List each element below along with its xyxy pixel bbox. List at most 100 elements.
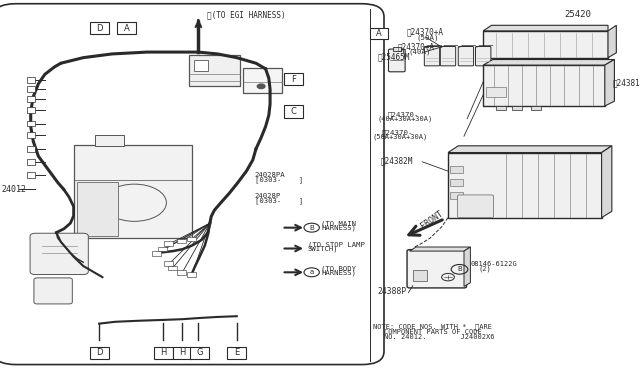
Text: (40A): (40A) <box>408 49 431 55</box>
Circle shape <box>257 84 265 89</box>
Bar <box>448 153 602 218</box>
Bar <box>483 31 608 58</box>
Text: HARNESS): HARNESS) <box>321 225 356 231</box>
Bar <box>158 247 167 251</box>
Bar <box>177 270 186 275</box>
FancyBboxPatch shape <box>458 46 474 66</box>
Text: (TO STOP LAMP: (TO STOP LAMP <box>308 241 365 248</box>
Text: F: F <box>291 75 296 84</box>
Text: ※24382M: ※24382M <box>380 156 413 165</box>
Bar <box>164 241 173 246</box>
Text: 25420: 25420 <box>564 10 591 19</box>
Bar <box>393 47 401 51</box>
Text: (40A+30A+30A): (40A+30A+30A) <box>378 116 433 122</box>
Text: 24028P: 24028P <box>255 193 281 199</box>
Text: NOTE: CODE NOS. WITH *  ※ARE: NOTE: CODE NOS. WITH * ※ARE <box>373 323 492 330</box>
Bar <box>243 68 282 93</box>
FancyBboxPatch shape <box>173 347 192 359</box>
FancyBboxPatch shape <box>34 278 72 304</box>
Text: C: C <box>290 107 296 116</box>
Text: (TO BODY: (TO BODY <box>321 265 356 272</box>
Bar <box>496 106 506 110</box>
FancyBboxPatch shape <box>476 46 491 66</box>
Bar <box>77 182 118 236</box>
Bar <box>27 159 35 165</box>
FancyBboxPatch shape <box>117 22 136 34</box>
Bar <box>168 266 177 270</box>
FancyBboxPatch shape <box>284 73 303 85</box>
Polygon shape <box>483 60 614 65</box>
FancyBboxPatch shape <box>227 347 246 359</box>
Text: FRONT: FRONT <box>419 209 445 231</box>
FancyBboxPatch shape <box>90 22 109 34</box>
Polygon shape <box>608 25 616 58</box>
Bar <box>483 65 605 106</box>
Bar <box>450 179 463 186</box>
Bar <box>512 106 522 110</box>
Bar <box>450 192 463 199</box>
Bar <box>189 55 240 86</box>
Bar <box>187 237 196 241</box>
Text: (50A+30A+30A): (50A+30A+30A) <box>372 134 428 140</box>
Bar <box>27 96 35 102</box>
Text: H: H <box>160 348 166 357</box>
Bar <box>74 145 192 238</box>
FancyBboxPatch shape <box>440 46 456 66</box>
FancyBboxPatch shape <box>407 250 467 288</box>
Text: ※24370+A: ※24370+A <box>406 27 444 36</box>
Text: H: H <box>179 348 186 357</box>
Bar <box>413 270 427 281</box>
FancyBboxPatch shape <box>424 46 440 66</box>
Bar <box>152 251 161 256</box>
Text: COMPONENT PARTS OF CODE: COMPONENT PARTS OF CODE <box>384 329 482 335</box>
Text: ※24381: ※24381 <box>613 78 640 87</box>
FancyBboxPatch shape <box>388 49 405 72</box>
Text: ※25465M: ※25465M <box>378 52 410 61</box>
Polygon shape <box>605 60 614 106</box>
Text: Ⓒ(TO EGI HARNESS): Ⓒ(TO EGI HARNESS) <box>207 10 285 19</box>
Text: HARNESS): HARNESS) <box>321 270 356 276</box>
Bar <box>177 239 186 243</box>
Bar <box>27 146 35 152</box>
Text: G: G <box>196 348 203 357</box>
Text: ※24370+A: ※24370+A <box>398 42 435 51</box>
Bar <box>450 166 463 173</box>
Polygon shape <box>410 247 470 251</box>
Bar <box>531 106 541 110</box>
FancyBboxPatch shape <box>284 105 303 118</box>
FancyBboxPatch shape <box>458 195 493 218</box>
Text: B: B <box>309 225 314 231</box>
Bar <box>27 121 35 126</box>
FancyBboxPatch shape <box>190 347 209 359</box>
Text: B: B <box>457 266 462 272</box>
FancyBboxPatch shape <box>154 347 173 359</box>
Text: NO. 24012.        J24002X6: NO. 24012. J24002X6 <box>384 334 495 340</box>
Bar <box>27 107 35 113</box>
Text: [0303-    ]: [0303- ] <box>255 198 303 205</box>
Polygon shape <box>464 247 470 286</box>
Text: 24388P: 24388P <box>378 287 407 296</box>
FancyBboxPatch shape <box>30 233 88 275</box>
Text: A: A <box>124 24 129 33</box>
Text: (TO MAIN: (TO MAIN <box>321 221 356 227</box>
Text: A: A <box>376 29 381 38</box>
Bar <box>27 172 35 178</box>
Polygon shape <box>602 146 612 218</box>
Bar <box>187 272 196 277</box>
Bar <box>27 77 35 83</box>
FancyBboxPatch shape <box>370 28 388 39</box>
Text: D: D <box>96 348 102 357</box>
Bar <box>164 261 173 266</box>
Text: ※24370-: ※24370- <box>382 129 413 135</box>
FancyBboxPatch shape <box>90 347 109 359</box>
Bar <box>27 86 35 92</box>
Bar <box>486 87 506 97</box>
Text: SWITCH): SWITCH) <box>308 246 339 252</box>
Polygon shape <box>448 146 612 153</box>
Bar <box>27 132 35 138</box>
Text: (50A): (50A) <box>416 34 438 41</box>
Text: E: E <box>234 348 239 357</box>
Text: ※24370-: ※24370- <box>387 111 419 118</box>
Polygon shape <box>483 25 608 31</box>
Text: a: a <box>310 269 314 275</box>
